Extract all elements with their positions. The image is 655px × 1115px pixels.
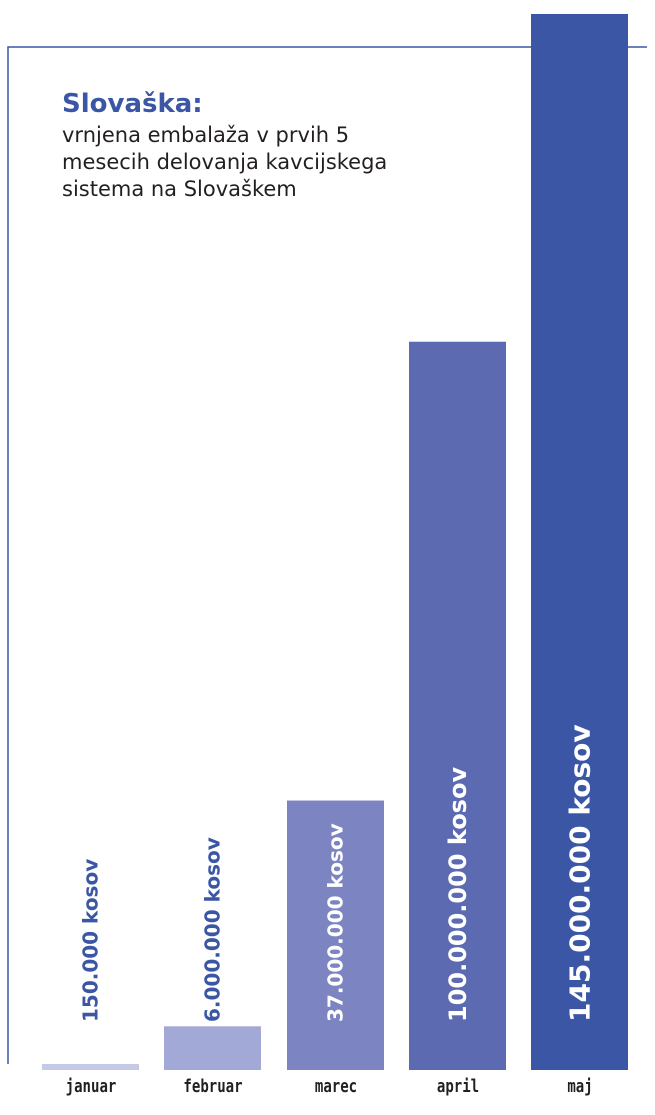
- value-label-januar: 150.000 kosov: [79, 859, 103, 1022]
- value-label-februar: 6.000.000 kosov: [201, 837, 225, 1022]
- bar-februar: [164, 1026, 261, 1070]
- month-label-februar: februar: [183, 1076, 243, 1097]
- month-label-maj: maj: [567, 1076, 593, 1097]
- value-label-marec: 37.000.000 kosov: [324, 823, 348, 1022]
- bar-maj: [531, 14, 628, 1070]
- title-block: Slovaška: vrnjena embalaža v prvih 5 mes…: [62, 88, 392, 203]
- month-label-april: april: [436, 1076, 480, 1097]
- value-label-maj: 145.000.000 kosov: [563, 724, 596, 1022]
- chart-title: Slovaška:: [62, 89, 203, 119]
- bar-januar: [42, 1064, 139, 1070]
- month-label-januar: januar: [65, 1076, 117, 1097]
- bar-april: [409, 341, 506, 1071]
- bar-marec: [287, 800, 384, 1070]
- chart-subtitle: vrnjena embalaža v prvih 5 mesecih delov…: [62, 123, 388, 201]
- month-label-marec: marec: [314, 1076, 358, 1097]
- value-label-april: 100.000.000 kosov: [444, 767, 472, 1022]
